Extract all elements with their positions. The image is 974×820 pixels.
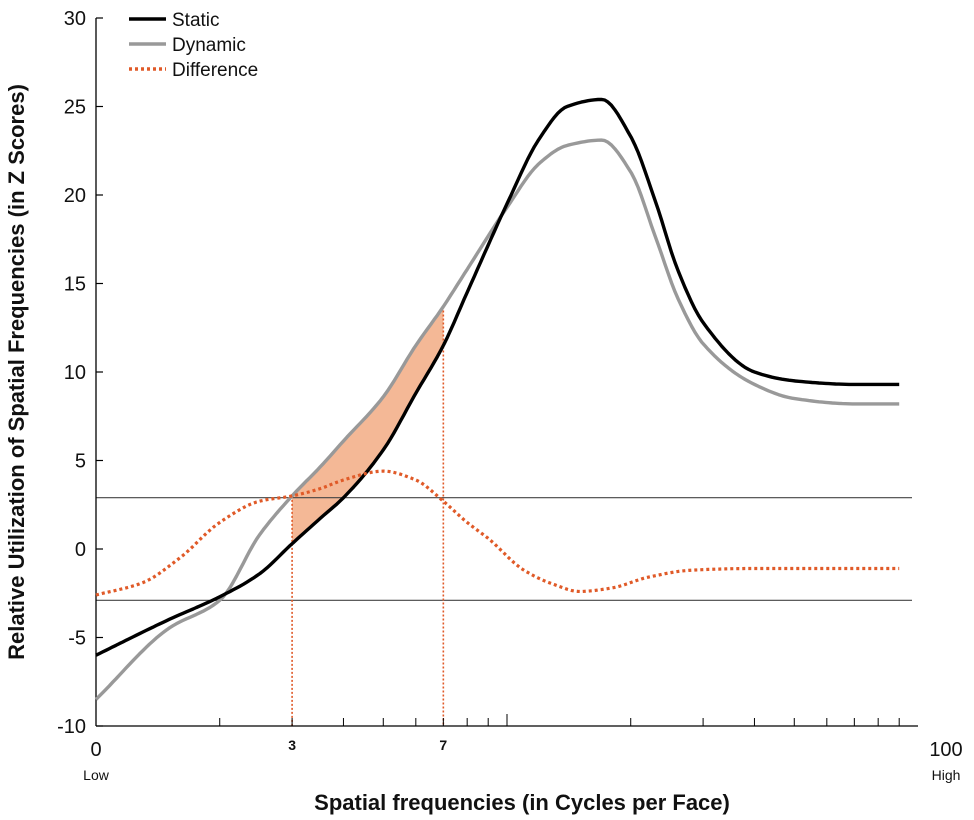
legend-difference-label: Difference	[172, 60, 258, 81]
y-tick-label: 0	[75, 539, 86, 561]
y-tick-label: 30	[64, 8, 86, 30]
legend-dynamic-label: Dynamic	[172, 35, 246, 56]
series-line-static	[95, 97, 900, 657]
legend: Static Dynamic Difference	[129, 10, 258, 81]
x-end-label-low: Low	[83, 767, 110, 783]
x-tick-label-3: 3	[288, 737, 296, 753]
y-axis-title: Relative Utilization of Spatial Frequenc…	[4, 84, 29, 660]
series-line-difference	[95, 469, 900, 597]
x-end-label-high: High	[932, 767, 961, 783]
y-tick-label: 10	[64, 362, 86, 384]
x-axis-title: Spatial frequencies (in Cycles per Face)	[314, 790, 730, 815]
legend-static-label: Static	[172, 10, 220, 31]
y-tick-label: 20	[64, 185, 86, 207]
y-tick-label: 25	[64, 97, 86, 119]
y-tick-label: -5	[68, 628, 86, 650]
y-tick-label: 15	[64, 274, 86, 296]
y-tick-label: -10	[57, 716, 86, 738]
shaded-difference-region	[292, 306, 444, 544]
x-tick-label-100: 100	[929, 739, 962, 761]
x-tick-label-0: 0	[90, 739, 101, 761]
x-tick-label-7: 7	[439, 737, 447, 753]
y-tick-label: 5	[75, 451, 86, 473]
